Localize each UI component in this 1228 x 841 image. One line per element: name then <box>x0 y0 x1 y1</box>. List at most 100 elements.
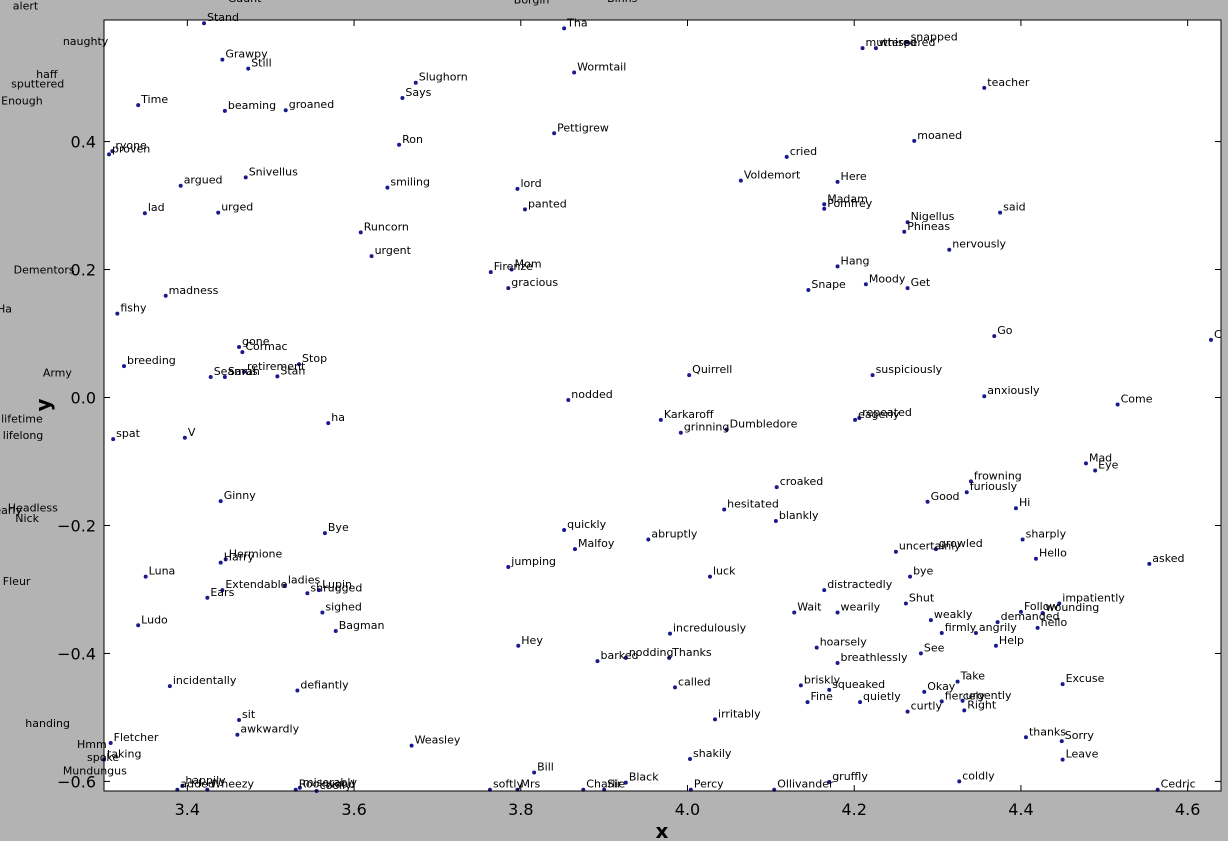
point-label: Time <box>140 93 168 106</box>
point-label: Go <box>997 324 1013 337</box>
data-point <box>973 630 978 635</box>
point-label: Hey <box>521 634 543 647</box>
data-point <box>827 687 832 692</box>
data-point <box>673 685 678 690</box>
point-label: Sorry <box>1065 729 1095 742</box>
data-point <box>317 588 322 593</box>
point-label: barked <box>600 649 638 662</box>
data-point <box>143 574 148 579</box>
point-label: squeaked <box>832 678 885 691</box>
data-point <box>918 651 923 656</box>
point-label: quickly <box>567 518 606 531</box>
point-label: nodded <box>571 388 612 401</box>
point-label: Nearly <box>0 504 22 517</box>
data-point <box>822 206 827 211</box>
data-point <box>163 293 168 298</box>
point-label: Pomfrey <box>827 197 873 210</box>
data-point <box>784 154 789 159</box>
data-point <box>806 288 811 293</box>
y-tick-label: 0.4 <box>71 133 96 152</box>
data-point <box>798 683 803 688</box>
point-label: Firenze <box>494 260 533 273</box>
data-point <box>933 547 938 552</box>
point-label: grinning <box>684 421 730 434</box>
point-label: frowning <box>974 469 1022 482</box>
point-label: Good <box>931 490 960 503</box>
point-label: repeated <box>862 406 912 419</box>
point-label: moaned <box>917 129 962 142</box>
point-label: weakly <box>934 608 973 621</box>
point-label: spat <box>116 427 140 440</box>
data-point <box>305 591 310 596</box>
point-label: asked <box>1152 552 1184 565</box>
data-point <box>167 684 172 689</box>
data-point <box>738 178 743 183</box>
data-point <box>506 286 511 291</box>
point-label: anxiously <box>987 384 1040 397</box>
point-label: quietly <box>863 690 901 703</box>
data-point <box>822 202 827 207</box>
point-label: Fleur <box>3 575 31 588</box>
point-label: Gaunt <box>228 0 262 5</box>
point-label: madness <box>169 284 219 297</box>
point-label: growled <box>939 537 983 550</box>
point-label: Fletcher <box>114 731 159 744</box>
x-tick-label: 4.2 <box>841 800 866 819</box>
point-label: Bill <box>537 760 554 773</box>
data-point <box>873 46 878 51</box>
point-label: Wormtail <box>577 60 626 73</box>
point-label: Borgin <box>514 0 550 6</box>
point-label: briskly <box>804 673 841 686</box>
data-point <box>947 247 952 252</box>
data-point <box>275 374 280 379</box>
point-label: Charlie <box>586 778 625 791</box>
point-label: sit <box>242 708 256 721</box>
data-point <box>982 394 987 399</box>
data-point <box>912 138 917 143</box>
point-label: nodding <box>629 646 674 659</box>
point-label: argued <box>184 174 223 187</box>
point-label: Wheezy <box>210 778 254 791</box>
data-point <box>572 547 577 552</box>
point-label: Extendable <box>225 578 287 591</box>
point-label: Says <box>405 86 431 99</box>
point-label: awkwardly <box>240 723 299 736</box>
data-point <box>678 430 683 435</box>
data-point <box>108 741 113 746</box>
data-point <box>122 364 127 369</box>
point-label: firmly <box>945 621 977 634</box>
data-point <box>835 661 840 666</box>
data-point <box>925 499 930 504</box>
data-point <box>893 549 898 554</box>
y-axis-label: y <box>31 398 55 411</box>
point-label: demanded <box>1001 610 1060 623</box>
y-axis-ticks: −0.6 −0.4 −0.2 0.0 0.2 0.4 <box>57 133 1221 791</box>
point-label: softly <box>493 778 524 791</box>
data-point <box>369 254 374 259</box>
data-point <box>283 108 288 113</box>
data-point <box>223 557 228 562</box>
point-label: fiercely <box>945 689 986 702</box>
data-point <box>1147 561 1152 566</box>
data-point <box>928 618 933 623</box>
point-label: Snivellus <box>249 165 298 178</box>
data-point <box>962 708 967 713</box>
point-label: wounding <box>1046 601 1100 614</box>
point-label: Stan <box>280 364 305 377</box>
point-label: jumping <box>510 555 556 568</box>
data-point <box>792 610 797 615</box>
data-point <box>968 479 973 484</box>
data-point <box>566 398 571 403</box>
data-point <box>724 427 729 432</box>
data-point <box>297 785 302 790</box>
data-point <box>136 103 141 108</box>
data-point <box>222 375 227 380</box>
data-point <box>202 21 207 26</box>
data-point <box>853 417 858 422</box>
data-point <box>218 560 223 565</box>
data-point <box>982 85 987 90</box>
point-label: Quirrell <box>692 363 732 376</box>
data-point <box>237 717 242 722</box>
point-label: naughty <box>63 35 109 48</box>
